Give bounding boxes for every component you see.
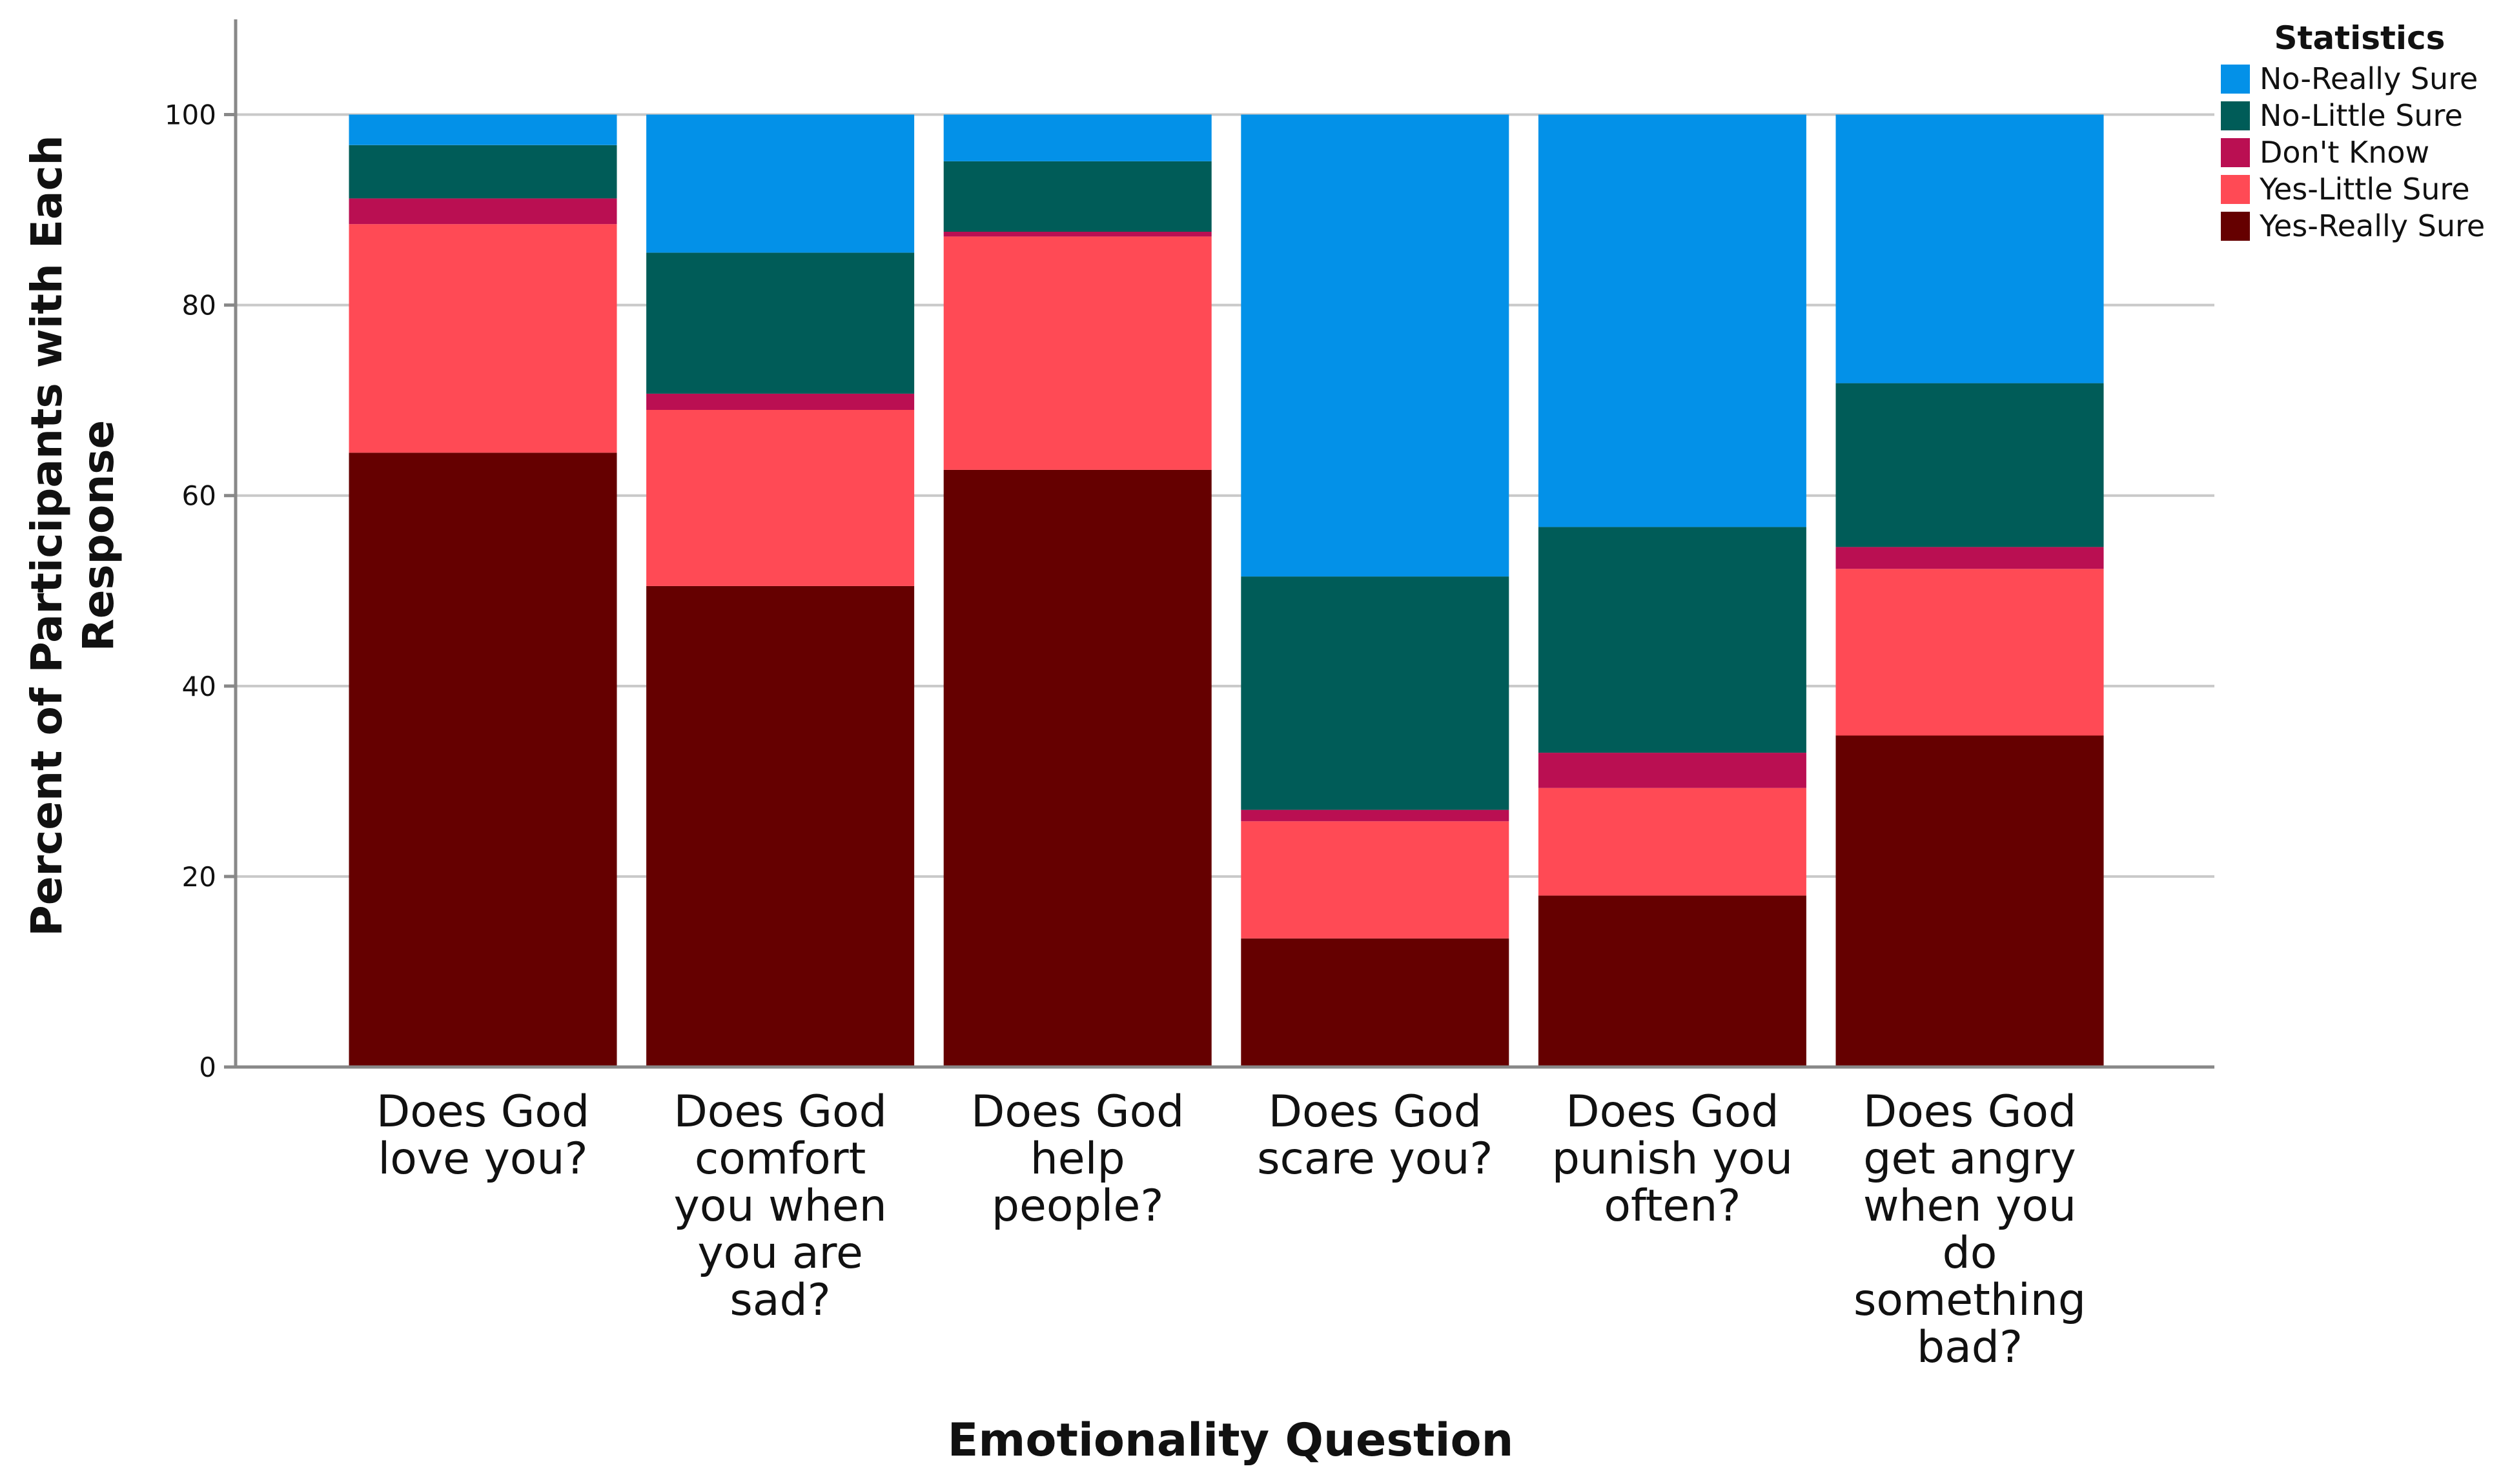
x-category-label-2-line-5: sad? xyxy=(730,1275,830,1326)
x-axis-title: Emotionality Question xyxy=(948,1414,1514,1467)
x-category-label-1: Does God love you? xyxy=(376,1086,589,1184)
bar-yes-little-sure-cat-1 xyxy=(349,224,617,453)
bar-don-t-know-cat-4 xyxy=(1241,809,1509,822)
bar-no-little-sure-cat-5 xyxy=(1538,527,1806,753)
y-tick-label-20: 20 xyxy=(182,861,216,893)
bar-don-t-know-cat-3 xyxy=(943,232,1212,237)
bar-no-really-sure-cat-1 xyxy=(349,114,617,145)
bar-no-little-sure-cat-4 xyxy=(1241,576,1509,810)
bar-yes-really-sure-cat-4 xyxy=(1241,938,1509,1067)
bar-yes-little-sure-cat-4 xyxy=(1241,821,1509,939)
bar-yes-really-sure-cat-1 xyxy=(349,452,617,1067)
x-category-label-6-line-4: do xyxy=(1943,1228,1997,1279)
x-category-label-1-line-1: Does God xyxy=(376,1086,589,1137)
legend-label-yes-really-sure: Yes-Really Sure xyxy=(2259,208,2485,243)
x-category-label-5-line-2: punish you xyxy=(1552,1133,1793,1184)
x-category-label-2-line-1: Does God xyxy=(673,1086,886,1137)
legend-swatch-don-t-know xyxy=(2221,138,2250,167)
bar-no-little-sure-cat-6 xyxy=(1835,383,2104,547)
legend-label-no-little-sure: No-Little Sure xyxy=(2260,98,2463,133)
bar-yes-really-sure-cat-5 xyxy=(1538,895,1806,1067)
bar-yes-really-sure-cat-3 xyxy=(943,469,1212,1067)
x-category-labels: Does God love you?Does God comfort you when… xyxy=(376,1086,2086,1373)
x-category-label-5: Does God punish you often? xyxy=(1552,1086,1793,1232)
x-category-label-2-line-2: comfort xyxy=(695,1133,866,1184)
y-tick-label-0: 0 xyxy=(199,1052,216,1083)
bar-no-really-sure-cat-6 xyxy=(1835,114,2104,383)
x-category-label-3-line-3: people? xyxy=(992,1181,1164,1232)
x-category-label-6-line-5: something xyxy=(1853,1275,2086,1326)
bar-yes-really-sure-cat-6 xyxy=(1835,735,2104,1067)
bar-no-really-sure-cat-4 xyxy=(1241,114,1509,577)
y-tick-label-100: 100 xyxy=(165,99,216,131)
axes-layer xyxy=(224,19,2214,1069)
bar-don-t-know-cat-6 xyxy=(1835,547,2104,569)
legend-swatch-no-little-sure xyxy=(2221,101,2250,130)
x-category-label-3-line-1: Does God xyxy=(971,1086,1184,1137)
bar-yes-little-sure-cat-3 xyxy=(943,236,1212,470)
bar-no-really-sure-cat-3 xyxy=(943,114,1212,161)
bar-no-little-sure-cat-2 xyxy=(646,252,915,394)
bar-no-really-sure-cat-2 xyxy=(646,114,915,253)
x-category-label-2-line-4: you are xyxy=(697,1228,863,1279)
y-tick-labels: 0 20 40 60 80 100 xyxy=(165,99,216,1083)
x-category-label-6-line-3: when you xyxy=(1863,1181,2076,1232)
legend-label-don-t-know: Don't Know xyxy=(2260,135,2429,170)
legend-label-yes-little-sure: Yes-Little Sure xyxy=(2259,172,2470,207)
y-axis-title-line-1: Percent of Participants with Each xyxy=(22,135,72,936)
bar-yes-little-sure-cat-5 xyxy=(1538,788,1806,896)
x-category-label-1-line-2: love you? xyxy=(378,1133,587,1184)
x-category-label-2-line-3: you when xyxy=(673,1181,886,1232)
x-category-label-5-line-1: Does God xyxy=(1566,1086,1779,1137)
y-tick-label-80: 80 xyxy=(182,290,216,321)
bar-yes-little-sure-cat-2 xyxy=(646,409,915,586)
bar-yes-really-sure-cat-2 xyxy=(646,585,915,1067)
legend-title: Statistics xyxy=(2274,19,2446,57)
x-category-label-5-line-3: often? xyxy=(1604,1181,1741,1232)
bar-yes-little-sure-cat-6 xyxy=(1835,569,2104,736)
y-axis-title-line-2: Response xyxy=(74,420,123,652)
y-axis-title: Percent of Participants with Each Respon… xyxy=(22,135,123,936)
x-category-label-3-line-2: help xyxy=(1030,1133,1125,1184)
x-category-label-6-line-1: Does God xyxy=(1863,1086,2076,1137)
x-category-label-4-line-2: scare you? xyxy=(1257,1133,1493,1184)
x-category-label-6: Does God get angry when you do something bad? xyxy=(1853,1086,2086,1373)
y-tick-label-40: 40 xyxy=(182,671,216,702)
x-category-label-6-line-2: get angry xyxy=(1863,1133,2076,1184)
legend-label-no-really-sure: No-Really Sure xyxy=(2260,61,2478,96)
bar-don-t-know-cat-2 xyxy=(646,393,915,410)
bar-don-t-know-cat-1 xyxy=(349,198,617,225)
bars-layer xyxy=(349,114,2104,1067)
bar-no-really-sure-cat-5 xyxy=(1538,114,1806,527)
bar-don-t-know-cat-5 xyxy=(1538,753,1806,788)
legend-swatch-yes-really-sure xyxy=(2221,212,2250,241)
bar-no-little-sure-cat-3 xyxy=(943,161,1212,232)
legend-swatch-no-really-sure xyxy=(2221,65,2250,94)
bar-no-little-sure-cat-1 xyxy=(349,145,617,199)
x-category-label-4: Does God scare you? xyxy=(1257,1086,1493,1184)
x-category-label-4-line-1: Does God xyxy=(1269,1086,1482,1137)
x-category-label-2: Does God comfort you when you are sad? xyxy=(673,1086,886,1326)
y-tick-label-60: 60 xyxy=(182,480,216,512)
legend-swatch-yes-little-sure xyxy=(2221,175,2250,204)
x-category-label-6-line-6: bad? xyxy=(1917,1322,2023,1373)
x-category-label-3: Does God help people? xyxy=(971,1086,1184,1232)
